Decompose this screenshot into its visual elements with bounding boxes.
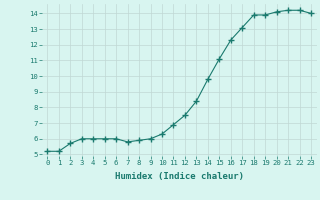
X-axis label: Humidex (Indice chaleur): Humidex (Indice chaleur) — [115, 172, 244, 181]
